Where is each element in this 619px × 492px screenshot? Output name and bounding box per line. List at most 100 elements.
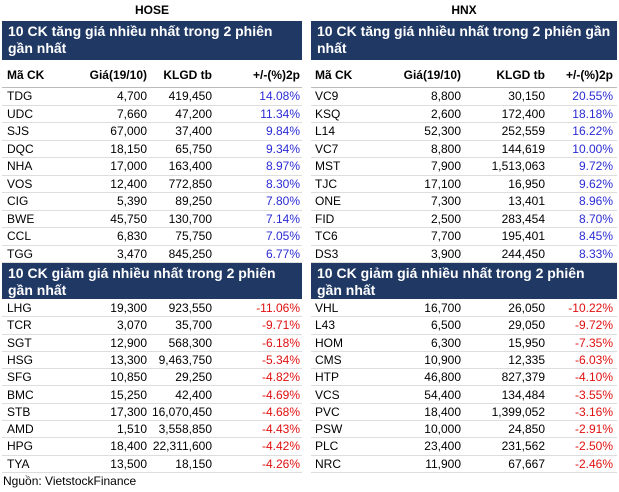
cell: 231,562 xyxy=(501,439,545,454)
cell: 10,000 xyxy=(424,422,461,437)
table-row: TJC 17,100 16,950 9.62% xyxy=(311,176,617,193)
cell: TGG xyxy=(7,246,33,261)
cell: 8.45% xyxy=(578,229,613,243)
cell: TDG xyxy=(7,89,33,103)
cell: +/-(%)2p xyxy=(252,68,300,82)
cell: +/-(%)2p xyxy=(565,68,613,82)
cell: PVC xyxy=(315,404,340,419)
cell: 13,300 xyxy=(110,352,147,367)
section-header: 10 CK tăng giá nhiều nhất trong 2 phiên … xyxy=(2,21,302,60)
cell: 2,600 xyxy=(430,106,461,121)
table-row: TCR 3,070 35,700 -9.71% xyxy=(2,317,302,335)
table-row: HSG 13,300 9,463,750 -5.34% xyxy=(2,352,302,370)
cell: -4.68% xyxy=(261,404,300,419)
cell: 24,850 xyxy=(508,422,545,437)
table-row: AMD 1,510 3,558,850 -4.43% xyxy=(2,421,302,439)
cell: 16,700 xyxy=(424,301,461,315)
cell: 12,900 xyxy=(110,335,147,350)
cell: 11.34% xyxy=(260,106,300,121)
cell: -4.42% xyxy=(261,439,300,454)
table-row: L43 6,500 29,050 -9.72% xyxy=(311,317,617,335)
cell: VC9 xyxy=(315,89,339,103)
cell: 6,300 xyxy=(430,335,461,350)
cell: 9.62% xyxy=(578,176,613,191)
table-row: PVC 18,400 1,399,052 -3.16% xyxy=(311,404,617,422)
cell: 252,559 xyxy=(501,124,545,138)
cell: 47,200 xyxy=(175,106,212,121)
table-row: PSW 10,000 24,850 -2.91% xyxy=(311,421,617,439)
table-row: PLC 23,400 231,562 -2.50% xyxy=(311,438,617,456)
table-row: TC6 7,700 195,401 8.45% xyxy=(311,228,617,246)
market-title: HOSE xyxy=(134,3,169,17)
cell: KLGD tb xyxy=(496,68,545,82)
cell: -4.43% xyxy=(261,422,300,437)
cell: 7,700 xyxy=(430,229,461,243)
cell: -5.34% xyxy=(261,352,300,367)
cell: HTP xyxy=(315,370,339,385)
cell: 8,800 xyxy=(430,141,461,156)
cell: AMD xyxy=(7,422,34,437)
cell: TJC xyxy=(315,176,337,191)
table-row: L14 52,300 252,559 16.22% xyxy=(311,123,617,141)
cell: 9,463,750 xyxy=(158,352,212,367)
cell: 6.77% xyxy=(265,246,300,261)
cell: MST xyxy=(315,159,341,173)
cell: 9.34% xyxy=(265,141,300,156)
cell: -6.18% xyxy=(261,335,300,350)
cell: 9.72% xyxy=(578,159,613,173)
cell: 3,558,850 xyxy=(158,422,212,437)
cell: Giá(19/10) xyxy=(89,68,147,82)
cell: SGT xyxy=(7,335,32,350)
cell: Mã CK xyxy=(7,68,45,82)
table-row: DQC 18,150 65,750 9.34% xyxy=(2,141,302,158)
cell: 2,500 xyxy=(430,211,461,226)
table-row: TDG 4,700 419,450 14.08% xyxy=(2,88,302,106)
cell: HPG xyxy=(7,439,34,454)
cell: Mã CK xyxy=(315,68,353,82)
cell: 15,250 xyxy=(110,387,147,402)
cell: UDC xyxy=(7,106,33,121)
cell: 419,450 xyxy=(168,89,212,103)
cell: 772,850 xyxy=(168,176,212,191)
cell: VC7 xyxy=(315,141,339,156)
cell: 283,454 xyxy=(501,211,545,226)
cell: 26,050 xyxy=(508,301,545,315)
table-row: VOS 12,400 772,850 8.30% xyxy=(2,176,302,193)
cell: -4.26% xyxy=(261,456,300,471)
cell: STB xyxy=(7,404,31,419)
cell: LHG xyxy=(7,301,32,315)
cell: 35,700 xyxy=(175,318,212,333)
cell: NHA xyxy=(7,159,33,173)
cell: 22,311,600 xyxy=(152,439,212,454)
cell: FID xyxy=(315,211,335,226)
cell: DS3 xyxy=(315,246,339,261)
cell: 18,150 xyxy=(110,141,147,156)
column-header: Mã CK Giá(19/10) KLGD tb +/-(%)2p xyxy=(2,62,302,88)
table-row: MST 7,900 1,513,063 9.72% xyxy=(311,158,617,176)
cell: 18,400 xyxy=(424,404,461,419)
cell: 52,300 xyxy=(424,124,461,138)
cell: -3.16% xyxy=(574,404,613,419)
table-row: SFG 10,850 29,250 -4.82% xyxy=(2,369,302,387)
cell: 827,379 xyxy=(501,370,545,385)
table-row: TYA 13,500 18,150 -4.26% xyxy=(2,456,302,473)
cell: L14 xyxy=(315,124,336,138)
cell: 7,900 xyxy=(430,159,461,173)
cell: -9.71% xyxy=(261,318,300,333)
cell: BMC xyxy=(7,387,34,402)
cell: CIG xyxy=(7,194,29,208)
cell: -2.50% xyxy=(574,439,613,454)
cell: 4,700 xyxy=(116,89,147,103)
cell: 845,250 xyxy=(168,246,212,261)
cell: 7.14% xyxy=(265,211,300,226)
cell: VHL xyxy=(315,301,339,315)
cell: 13,500 xyxy=(110,456,147,471)
table-row: CIG 5,390 89,250 7.80% xyxy=(2,193,302,211)
cell: 1,513,063 xyxy=(491,159,545,173)
cell: 17,300 xyxy=(110,404,147,419)
table-row: VHL 16,700 26,050 -10.22% xyxy=(311,300,617,318)
cell: 6,500 xyxy=(430,318,461,333)
cell: 75,750 xyxy=(175,229,212,243)
cell: 10,850 xyxy=(110,370,147,385)
cell: 18.18% xyxy=(572,106,613,121)
